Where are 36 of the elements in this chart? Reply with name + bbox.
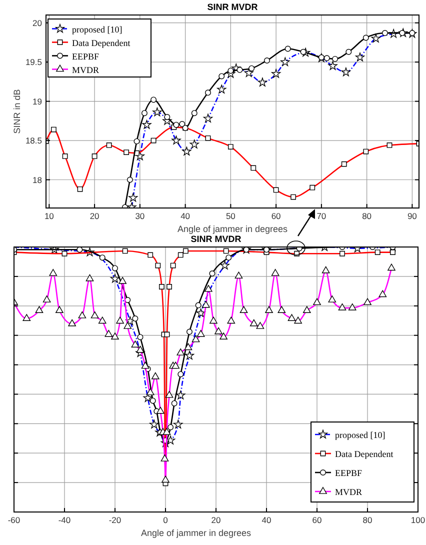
legend-label: proposed [10] bbox=[72, 24, 122, 34]
x-tick-label: 30 bbox=[135, 211, 145, 221]
x-tick-label: 0 bbox=[163, 515, 168, 525]
x-tick-label: -60 bbox=[8, 515, 20, 525]
legend-label: EEPBF bbox=[335, 468, 362, 478]
legend-label: MVDR bbox=[72, 64, 100, 75]
x-tick-label: 90 bbox=[407, 211, 418, 221]
x-tick-label: 40 bbox=[180, 211, 190, 221]
x-tick-label: 60 bbox=[271, 211, 282, 221]
x-tick-label: 20 bbox=[211, 515, 221, 525]
x-tick-label: 50 bbox=[226, 211, 236, 221]
x-tick-label: 70 bbox=[316, 211, 326, 221]
legend-label: proposed [10] bbox=[335, 430, 386, 440]
y-axis-title: SINR in dB bbox=[12, 89, 22, 134]
y-tick-label: 18.5 bbox=[25, 136, 42, 146]
x-tick-label: 40 bbox=[262, 515, 272, 525]
x-tick-label: -40 bbox=[58, 515, 71, 525]
legend-label: Data Dependent bbox=[72, 38, 131, 48]
x-tick-label: 80 bbox=[362, 515, 372, 525]
y-tick-label: 19.5 bbox=[25, 57, 42, 68]
x-tick-label: -20 bbox=[108, 515, 122, 525]
legend-label: EEPBF bbox=[72, 51, 100, 62]
x-axis-title: Angle of jammer in degrees bbox=[177, 224, 288, 234]
chart-title: SINR MVDR bbox=[190, 234, 242, 244]
x-tick-label: 80 bbox=[362, 211, 372, 221]
legend-label: Data Dependent bbox=[335, 449, 394, 459]
y-tick-label: 19 bbox=[32, 96, 42, 106]
x-tick-label: 10 bbox=[44, 211, 54, 221]
x-axis-title: Angle of jammer in degrees bbox=[140, 528, 252, 538]
y-tick-label: 18 bbox=[32, 174, 42, 185]
y-tick-label: 20 bbox=[32, 18, 42, 28]
x-tick-label: 60 bbox=[312, 515, 322, 525]
legend-label: MVDR bbox=[335, 487, 362, 497]
x-tick-label: 20 bbox=[90, 211, 100, 221]
x-tick-label: 100 bbox=[410, 515, 426, 525]
chart-title: SINR MVDR bbox=[207, 2, 258, 12]
